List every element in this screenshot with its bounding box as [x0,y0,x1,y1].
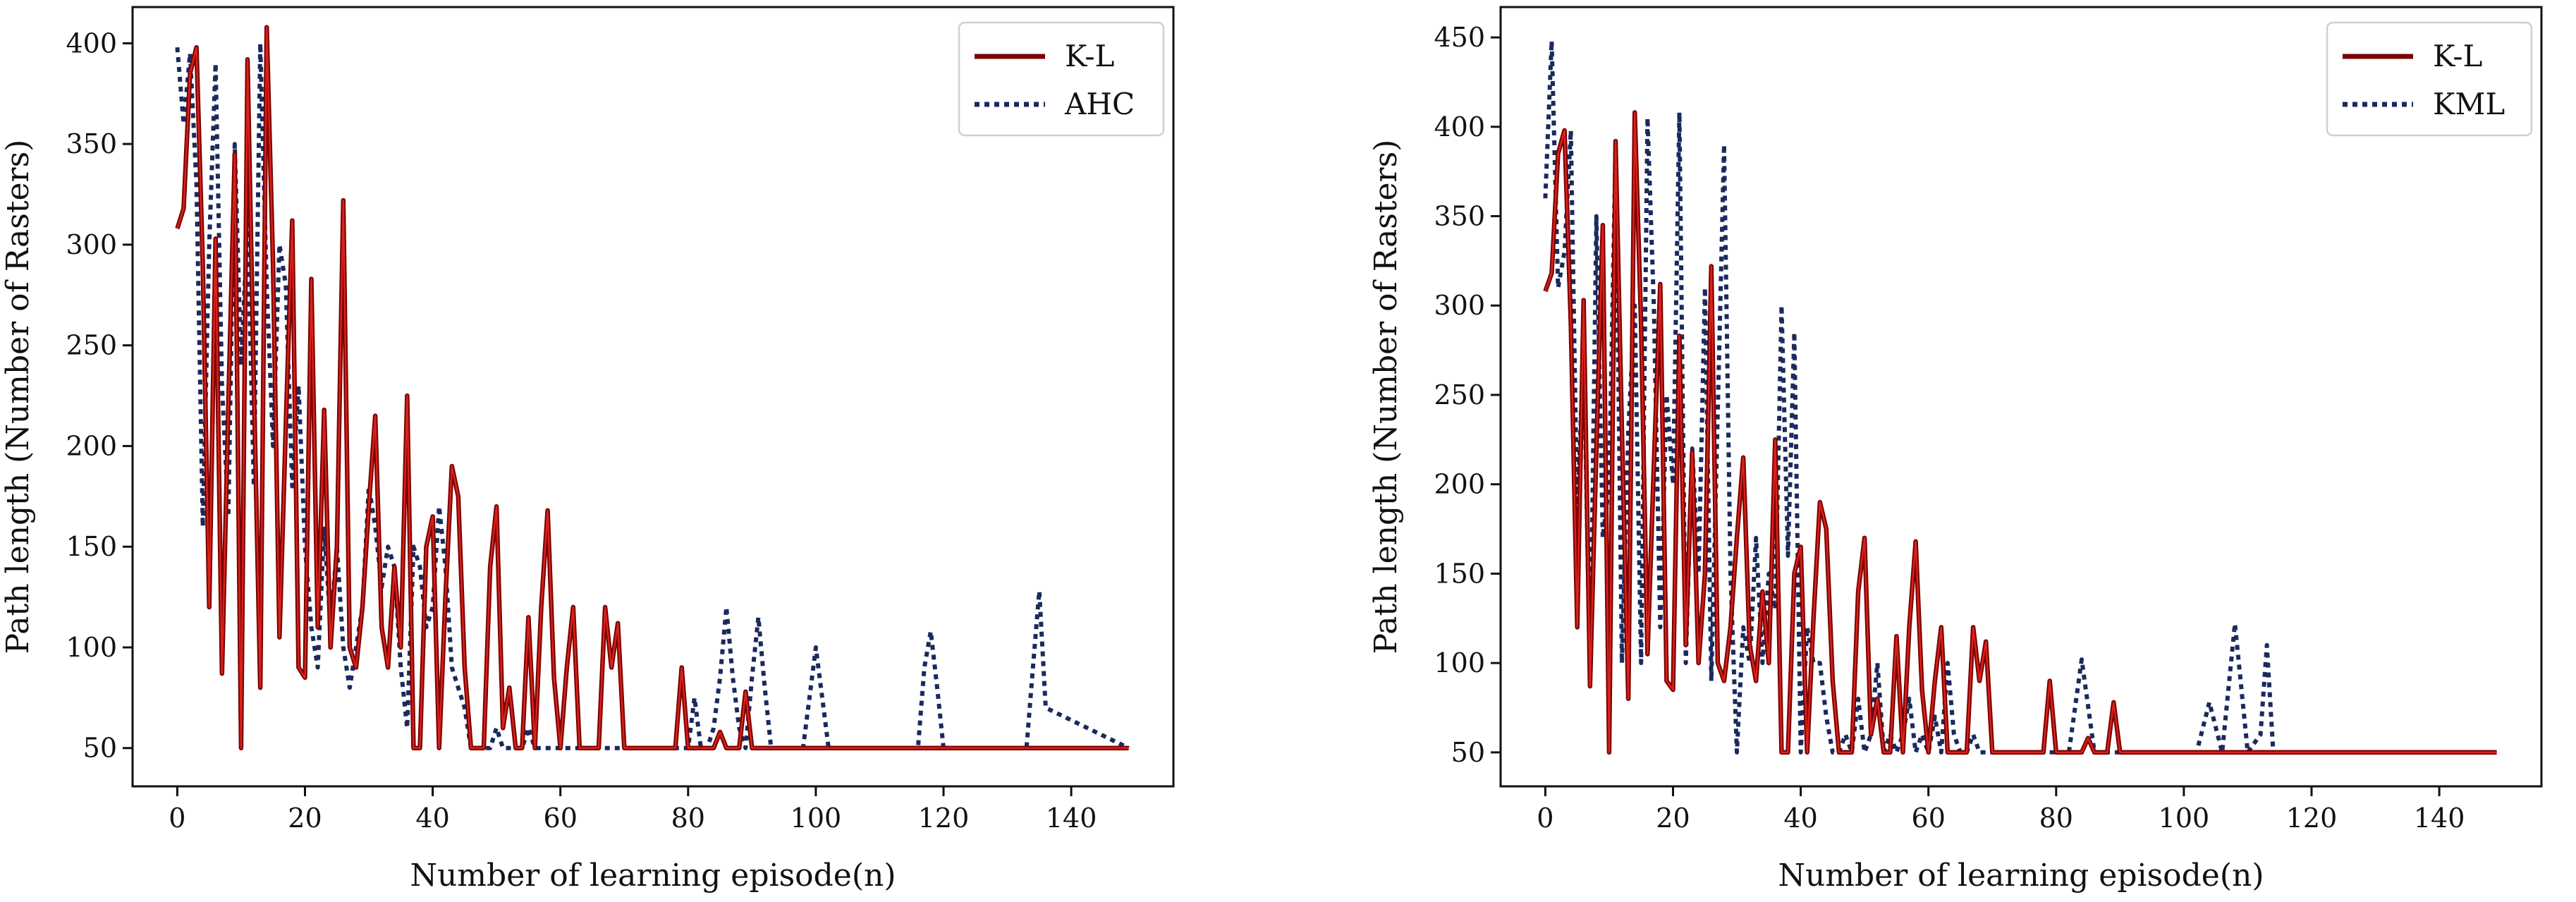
x-tick-label: 100 [790,803,842,834]
legend: K-L AHC [958,21,1165,137]
y-tick-label: 150 [66,531,117,562]
right-chart: 0 20 40 60 80 100 120 140 50 100 150 200 250 300 350 40… [1368,6,2543,894]
y-tick-label: 350 [66,128,117,159]
y-tick-label: 350 [1434,201,1485,232]
legend-box [2326,21,2533,137]
x-tick-label: 40 [415,803,449,834]
legend-box [958,21,1165,137]
legend-label-ahc: AHC [1064,87,1135,121]
x-tick-label: 80 [671,803,705,834]
left-chart: 0 20 40 60 80 100 120 140 50 100 150 200 250 300 350 40… [0,6,1175,894]
y-tick-label: 400 [66,28,117,59]
series-line-highlight-k-l [176,26,1129,749]
series-line-kml [1543,39,2497,755]
x-tick-label: 20 [1656,803,1690,834]
y-tick-label: 250 [1434,379,1485,410]
y-tick-label: 300 [66,229,117,260]
x-tick-label: 120 [918,803,970,834]
x-tick-label: 140 [2414,803,2465,834]
series-line-ahc [175,41,1130,750]
plot-frame [131,6,1175,788]
y-axis-title: Path length (Number of Rasters) [0,140,36,654]
x-tick-label: 120 [2286,803,2338,834]
y-tick-label: 50 [83,733,117,764]
series-line-highlight-k-l [1544,111,2497,753]
legend-label-kml: KML [2433,87,2505,121]
x-tick-label: 0 [1537,803,1553,834]
x-tick-label: 60 [544,803,578,834]
legend-label-k-l: K-L [2433,39,2482,73]
x-tick-label: 40 [1783,803,1817,834]
y-tick-label: 150 [1434,558,1485,589]
x-axis-title: Number of learning episode(n) [410,858,896,894]
x-tick-label: 0 [169,803,185,834]
legend-label-k-l: K-L [1065,39,1114,73]
y-tick-label: 200 [66,430,117,461]
y-tick-label: 100 [1434,647,1485,678]
y-tick-label: 100 [66,632,117,663]
legend: K-L KML [2326,21,2533,137]
x-tick-label: 80 [2039,803,2073,834]
y-tick-label: 50 [1451,737,1485,768]
x-tick-label: 100 [2159,803,2210,834]
x-tick-label: 20 [288,803,322,834]
plot-area [175,25,1130,750]
series-line-k-l [1543,110,2497,755]
y-tick-label: 450 [1434,22,1485,53]
y-tick-label: 250 [66,330,117,361]
plot-frame [1499,6,2543,788]
y-tick-label: 400 [1434,111,1485,142]
x-tick-label: 140 [1046,803,1097,834]
x-axis-title: Number of learning episode(n) [1778,858,2264,894]
plot-area [1543,39,2497,755]
y-axis-title: Path length (Number of Rasters) [1368,140,1404,654]
x-tick-label: 60 [1912,803,1946,834]
y-tick-label: 200 [1434,469,1485,500]
y-tick-label: 300 [1434,290,1485,321]
